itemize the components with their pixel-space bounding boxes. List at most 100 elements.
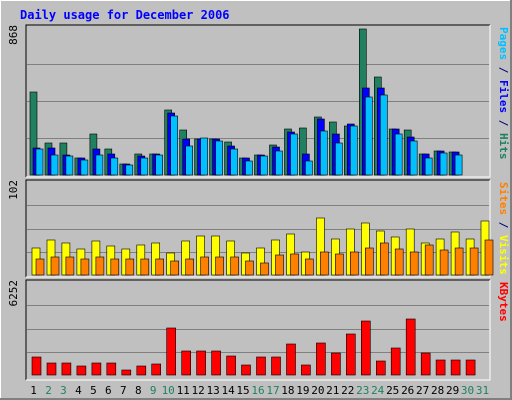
bar-visits-s1-day-17 (275, 254, 284, 276)
chart-panels: 868 Pages / Files / Hits 102 Sites / Visits… (7, 24, 510, 381)
series-label-part: Hits (497, 133, 510, 160)
bar-kbytes-s0-day-10 (166, 327, 176, 376)
panel-kbytes-series-label: KBytes (497, 282, 510, 322)
bar-kbytes-s0-day-30 (465, 359, 476, 376)
bar-requests-s2-day-23 (364, 96, 373, 176)
bar-kbytes-s0-day-11 (181, 350, 191, 376)
bar-requests-s2-day-6 (110, 157, 119, 176)
chart-title: Daily usage for December 2006 (20, 8, 230, 22)
x-tick-label-day-1: 1 (30, 384, 37, 397)
bar-visits-s1-day-22 (349, 251, 359, 276)
bar-visits-s1-day-5 (95, 256, 105, 276)
bar-visits-s1-day-1 (35, 258, 45, 276)
bar-requests-s2-day-26 (409, 140, 418, 176)
bar-visits-s1-day-13 (215, 256, 224, 276)
x-tick-label-day-23: 23 (356, 384, 369, 397)
x-tick-label-day-31: 31 (476, 384, 489, 397)
x-tick-label-day-27: 27 (416, 384, 429, 397)
x-tick-label-day-8: 8 (135, 384, 142, 397)
x-tick-label-day-29: 29 (446, 384, 459, 397)
x-tick-label-day-19: 19 (296, 384, 309, 397)
bar-kbytes-s0-day-29 (450, 359, 461, 376)
bar-kbytes-s0-day-6 (106, 362, 117, 376)
panel-kbytes: 6252 KBytes (7, 279, 510, 381)
bar-kbytes-s0-day-2 (46, 362, 57, 376)
bar-kbytes-s0-day-15 (241, 364, 251, 376)
bar-requests-s2-day-29 (454, 154, 463, 176)
x-axis-labels: 1 2 3 4 5 6 7 8 9 10 11 12 13 14 15 16 17 18 19 20 21 22 23 24 2… (30, 384, 489, 397)
bar-visits-s1-day-21 (335, 253, 344, 276)
x-tick-label-day-30: 30 (461, 384, 474, 397)
bar-kbytes-s0-day-19 (301, 364, 311, 376)
bar-visits-s1-day-28 (439, 249, 449, 276)
bar-kbytes-s0-day-7 (121, 369, 132, 376)
bar-requests-s2-day-2 (50, 154, 59, 176)
bar-kbytes-s0-day-1 (31, 356, 42, 376)
bar-requests-s2-day-28 (439, 152, 448, 176)
bar-visits-s1-day-27 (424, 244, 434, 276)
bar-visits-s1-day-9 (155, 258, 164, 276)
series-label-part: / (497, 215, 510, 235)
x-tick-label-day-16: 16 (251, 384, 264, 397)
bar-visits-s1-day-8 (140, 258, 150, 276)
bar-requests-s2-day-14 (230, 148, 238, 176)
bar-visits-s1-day-11 (185, 258, 194, 276)
x-tick-label-day-21: 21 (326, 384, 339, 397)
bar-visits-s1-day-25 (394, 248, 404, 276)
series-label-part: Pages (497, 27, 510, 60)
bar-kbytes-s0-day-26 (405, 318, 416, 376)
bar-visits-s1-day-19 (305, 258, 314, 276)
bar-visits-s1-day-26 (409, 251, 419, 276)
bar-requests-s2-day-19 (305, 160, 313, 176)
bar-visits-s1-day-14 (230, 256, 239, 276)
bar-requests-s2-day-24 (379, 94, 388, 176)
panel-kbytes-border-dark (25, 279, 490, 380)
x-tick-label-day-13: 13 (206, 384, 219, 397)
bar-kbytes-s0-day-5 (91, 362, 102, 376)
bar-visits-s1-day-18 (290, 253, 299, 276)
bar-visits-s1-day-6 (110, 258, 120, 276)
panel-visits-series-label: Sites / Visits (497, 182, 510, 275)
series-label-part: Sites (497, 182, 510, 215)
bar-kbytes-s0-day-16 (256, 356, 266, 376)
panel-visits: 102 Sites / Visits (7, 179, 510, 278)
bar-visits-s1-day-15 (245, 260, 254, 276)
bar-kbytes-s0-day-21 (331, 352, 341, 376)
bar-requests-s2-day-8 (140, 157, 149, 176)
x-tick-label-day-14: 14 (221, 384, 235, 397)
bar-visits-s1-day-24 (379, 242, 389, 276)
bar-kbytes-s0-day-20 (316, 342, 326, 376)
bar-visits-s1-day-12 (200, 256, 209, 276)
panel-kbytes-max-label: 6252 (7, 280, 20, 307)
bar-requests-s2-day-7 (125, 164, 134, 176)
bar-kbytes-s0-day-14 (226, 355, 236, 376)
bar-visits-s1-day-31 (484, 239, 494, 276)
panel-requests-border-dark (25, 24, 490, 177)
bar-kbytes-s0-day-8 (136, 365, 147, 376)
bar-kbytes-s0-day-22 (345, 333, 356, 376)
bar-kbytes-s0-day-12 (196, 350, 206, 376)
bar-visits-s1-day-7 (125, 258, 135, 276)
x-tick-label-day-10: 10 (162, 384, 175, 397)
bar-kbytes-s0-day-18 (286, 343, 296, 376)
bar-visits-s1-day-4 (80, 258, 90, 276)
bar-requests-s2-day-15 (245, 160, 253, 176)
x-tick-label-day-17: 17 (266, 384, 279, 397)
bar-requests-s2-day-20 (320, 130, 328, 176)
bar-requests-s2-day-16 (260, 155, 268, 176)
bar-kbytes-s0-day-23 (360, 320, 371, 376)
bar-requests-s2-day-11 (185, 145, 193, 176)
series-label-part: / (497, 60, 510, 80)
bar-requests-s2-day-9 (155, 154, 163, 176)
x-tick-label-day-28: 28 (431, 384, 444, 397)
bar-visits-s1-day-20 (320, 251, 329, 276)
bar-requests-s2-day-13 (215, 140, 223, 176)
bar-kbytes-s0-day-17 (271, 356, 281, 376)
bar-kbytes-s0-day-25 (390, 347, 401, 376)
x-tick-label-day-24: 24 (371, 384, 385, 397)
x-tick-label-day-25: 25 (386, 384, 399, 397)
series-label-part: Files (497, 80, 510, 113)
x-tick-label-day-3: 3 (60, 384, 67, 397)
